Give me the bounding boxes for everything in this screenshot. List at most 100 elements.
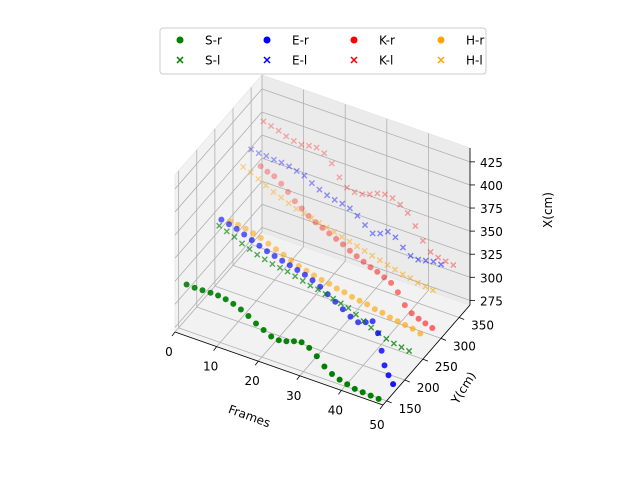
point-e-l — [399, 244, 407, 251]
point-h-r — [402, 322, 409, 328]
point-s-r — [291, 338, 297, 345]
legend-label-k-r: K-r — [379, 34, 395, 48]
point-s-l — [299, 277, 306, 284]
grid-line-z-back — [261, 203, 471, 278]
point-h-l — [293, 205, 300, 212]
tick-labels: 0 10 20 30 40 50 150 200 250 300 350 275 300 325 350 37… — [165, 156, 503, 432]
grid-line-z-left — [174, 111, 263, 213]
point-k-l — [305, 142, 313, 149]
point-k-l — [442, 258, 449, 265]
point-e-l — [339, 200, 346, 207]
y-tick-mark — [440, 337, 447, 341]
point-h-l — [361, 247, 368, 255]
point-e-r — [248, 237, 255, 244]
point-s-r — [222, 296, 229, 303]
point-e-l — [316, 186, 323, 193]
point-s-r — [329, 371, 335, 377]
axis-lines — [174, 148, 471, 406]
point-e-r — [264, 248, 270, 255]
x-tick-label: 20 — [245, 374, 260, 388]
point-e-r — [339, 306, 346, 313]
point-k-r — [394, 289, 401, 296]
grid-line-z-back — [261, 88, 471, 163]
point-k-r — [278, 180, 285, 187]
point-k-l — [404, 209, 411, 217]
z-tick-label: 425 — [480, 156, 503, 170]
legend-label-e-r: E-r — [292, 34, 309, 48]
point-s-l — [360, 317, 367, 325]
legend-label-k-l: K-l — [379, 54, 393, 68]
point-s-l — [307, 282, 314, 289]
point-e-r — [294, 267, 301, 273]
point-h-r — [387, 314, 393, 321]
point-e-l — [415, 256, 422, 263]
point-s-r — [237, 306, 244, 313]
point-e-r — [369, 318, 376, 325]
grid-line-x-floor — [299, 275, 388, 377]
point-h-l — [270, 188, 277, 196]
point-s-r — [215, 292, 222, 299]
legend-marker-e-r — [263, 36, 271, 44]
point-s-l — [398, 344, 405, 351]
legend-label-h-r: H-r — [466, 34, 484, 48]
point-s-r — [207, 289, 214, 296]
point-k-r — [291, 198, 298, 205]
point-e-r — [347, 313, 354, 320]
point-e-l — [384, 228, 391, 235]
point-h-l — [369, 252, 376, 259]
legend-marker-k-l — [350, 56, 358, 64]
legend-marker-h-r — [437, 36, 445, 44]
point-s-l — [254, 251, 261, 258]
point-h-l — [376, 257, 383, 264]
point-h-l — [247, 169, 254, 176]
point-k-l — [328, 160, 335, 167]
grid-line-z-back — [261, 180, 471, 255]
point-e-r — [385, 372, 392, 379]
point-k-l — [260, 118, 267, 125]
point-e-r — [286, 262, 293, 269]
point-k-l — [321, 150, 328, 157]
point-h-l — [384, 261, 391, 269]
point-s-r — [344, 381, 351, 388]
point-k-r — [415, 315, 422, 322]
y-tick-mark — [458, 317, 465, 320]
point-s-l — [314, 286, 322, 293]
point-k-r — [298, 205, 305, 212]
point-e-r — [271, 253, 278, 259]
point-h-l — [346, 238, 353, 245]
point-e-l — [377, 230, 384, 237]
z-tick-label: 375 — [480, 202, 503, 216]
point-e-r — [233, 225, 240, 232]
point-s-r — [283, 338, 290, 345]
point-e-l — [346, 205, 353, 212]
point-h-l — [300, 210, 308, 217]
point-h-l — [285, 200, 292, 207]
point-s-r — [367, 392, 374, 399]
point-e-r — [381, 362, 388, 369]
point-k-l — [427, 248, 434, 256]
point-s-l — [216, 222, 223, 229]
point-s-r — [351, 385, 358, 392]
point-e-l — [323, 192, 331, 199]
point-s-l — [368, 324, 375, 331]
point-e-r — [390, 381, 397, 388]
legend-marker-s-l — [176, 56, 184, 64]
point-s-r — [298, 339, 305, 346]
point-e-l — [301, 172, 308, 179]
data-points — [183, 118, 457, 402]
point-k-l — [313, 144, 320, 151]
point-h-r — [341, 289, 348, 296]
point-s-r — [375, 395, 382, 402]
point-s-r — [245, 313, 252, 319]
point-k-r — [408, 310, 415, 317]
point-k-l — [283, 133, 290, 140]
point-h-l — [316, 219, 323, 226]
point-s-l — [330, 295, 337, 302]
point-e-r — [279, 257, 286, 264]
legend-label-s-l: S-l — [205, 54, 220, 68]
point-e-l — [437, 261, 445, 268]
y-tick-mark — [386, 400, 392, 404]
point-e-l — [286, 163, 293, 170]
point-k-l — [450, 261, 457, 269]
x-tick-label: 0 — [165, 345, 173, 359]
